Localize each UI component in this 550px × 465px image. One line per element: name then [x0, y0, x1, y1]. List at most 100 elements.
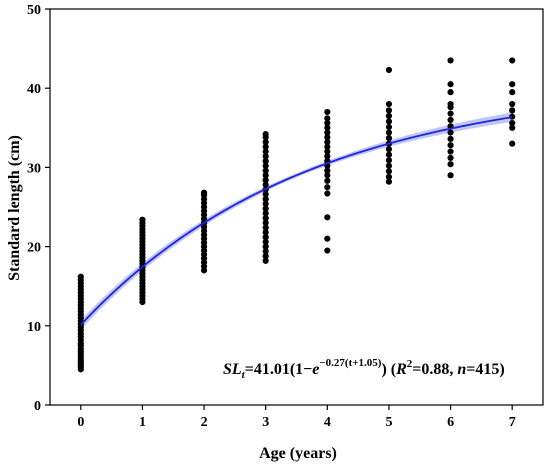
data-point: [139, 216, 146, 223]
eq-lhs-subscript: t: [242, 369, 246, 381]
data-point: [447, 110, 454, 117]
data-point: [262, 191, 269, 198]
data-point: [509, 100, 516, 108]
data-point: [262, 172, 269, 179]
y-tick-label: 0: [34, 399, 41, 414]
data-point: [262, 138, 269, 146]
eq-r2-value: =0.88,: [412, 361, 457, 378]
data-point: [385, 146, 393, 153]
y-tick-label: 30: [27, 161, 41, 176]
data-point: [509, 119, 516, 127]
eq-mid: =41.01(1−: [245, 361, 313, 378]
data-point: [324, 138, 331, 146]
y-tick-label: 40: [27, 82, 41, 97]
data-point: [262, 205, 269, 212]
x-tick-label: 6: [447, 415, 454, 430]
plot-frame: [49, 8, 544, 406]
data-points-layer: [77, 57, 516, 373]
data-point: [509, 57, 516, 64]
data-point: [385, 118, 393, 125]
eq-base: e: [312, 361, 319, 378]
data-point: [324, 119, 331, 127]
data-point: [385, 66, 393, 74]
eq-lhs: SL: [223, 361, 242, 378]
data-point: [385, 134, 393, 142]
data-point: [385, 107, 393, 114]
data-point: [509, 124, 516, 131]
data-point: [385, 178, 393, 185]
data-point: [262, 153, 269, 160]
data-point: [262, 257, 269, 264]
data-point: [324, 108, 331, 116]
data-point: [385, 112, 393, 120]
data-point: [324, 148, 331, 155]
data-point: [262, 162, 269, 169]
fit-curve-layer: [80, 116, 513, 326]
data-point: [262, 195, 269, 203]
data-point: [385, 100, 393, 108]
data-point: [447, 172, 454, 179]
data-point: [385, 129, 393, 136]
data-point: [262, 253, 269, 260]
axes-layer: 0 1 2 3 4 5 6 7 0 10 20 30 40 50: [27, 3, 516, 430]
data-point: [385, 162, 393, 169]
y-axis-title: Standard length (cm): [6, 135, 23, 281]
data-point: [262, 214, 269, 222]
data-point: [324, 247, 331, 254]
data-point: [509, 89, 516, 96]
data-point: [262, 238, 269, 245]
data-point: [509, 107, 516, 114]
data-point: [447, 81, 454, 88]
data-point: [447, 148, 454, 155]
data-point: [324, 129, 331, 136]
data-point: [447, 57, 454, 64]
data-point: [77, 273, 84, 280]
eq-n-value: =415): [466, 361, 504, 378]
data-point: [324, 143, 331, 150]
data-point: [262, 157, 269, 165]
data-point: [262, 248, 269, 255]
eq-exponent: −0.27(t+1.05): [319, 357, 381, 369]
x-axis-title: Age (years): [259, 445, 337, 462]
data-point: [447, 135, 454, 142]
x-tick-label: 3: [262, 415, 269, 430]
x-tick-label: 4: [324, 415, 331, 430]
data-point: [385, 173, 393, 181]
eq-r2-superscript: 2: [407, 358, 413, 370]
data-point: [262, 243, 269, 250]
data-point: [262, 143, 269, 150]
x-tick-label: 5: [385, 415, 392, 430]
data-point: [385, 157, 393, 164]
data-point: [262, 200, 269, 207]
x-tick-label: 0: [77, 415, 84, 430]
x-tick-label: 7: [509, 415, 516, 430]
data-point: [262, 176, 269, 184]
data-point: [262, 224, 269, 231]
x-tick-label: 2: [201, 415, 208, 430]
data-point: [324, 177, 331, 184]
data-point: [324, 115, 331, 122]
data-point: [324, 172, 331, 179]
eq-r2: R: [395, 361, 407, 378]
data-point: [447, 142, 454, 149]
data-point: [262, 210, 269, 217]
data-point: [262, 148, 269, 155]
fit-equation: SLt=41.01(1−e−0.27(t+1.05)) (R2=0.88, n=…: [223, 357, 505, 381]
data-point: [447, 161, 454, 168]
data-point: [324, 134, 331, 141]
data-point: [385, 151, 393, 158]
data-point: [262, 233, 269, 241]
data-point: [324, 153, 331, 160]
data-point: [324, 235, 331, 242]
data-point: [447, 154, 454, 161]
data-point: [447, 129, 454, 136]
data-point: [385, 168, 393, 175]
y-tick-label: 10: [27, 320, 41, 335]
data-point: [262, 229, 269, 236]
data-point: [447, 116, 454, 123]
data-point: [447, 100, 454, 108]
data-point: [509, 140, 516, 147]
data-point: [262, 219, 269, 226]
data-point: [324, 167, 331, 174]
